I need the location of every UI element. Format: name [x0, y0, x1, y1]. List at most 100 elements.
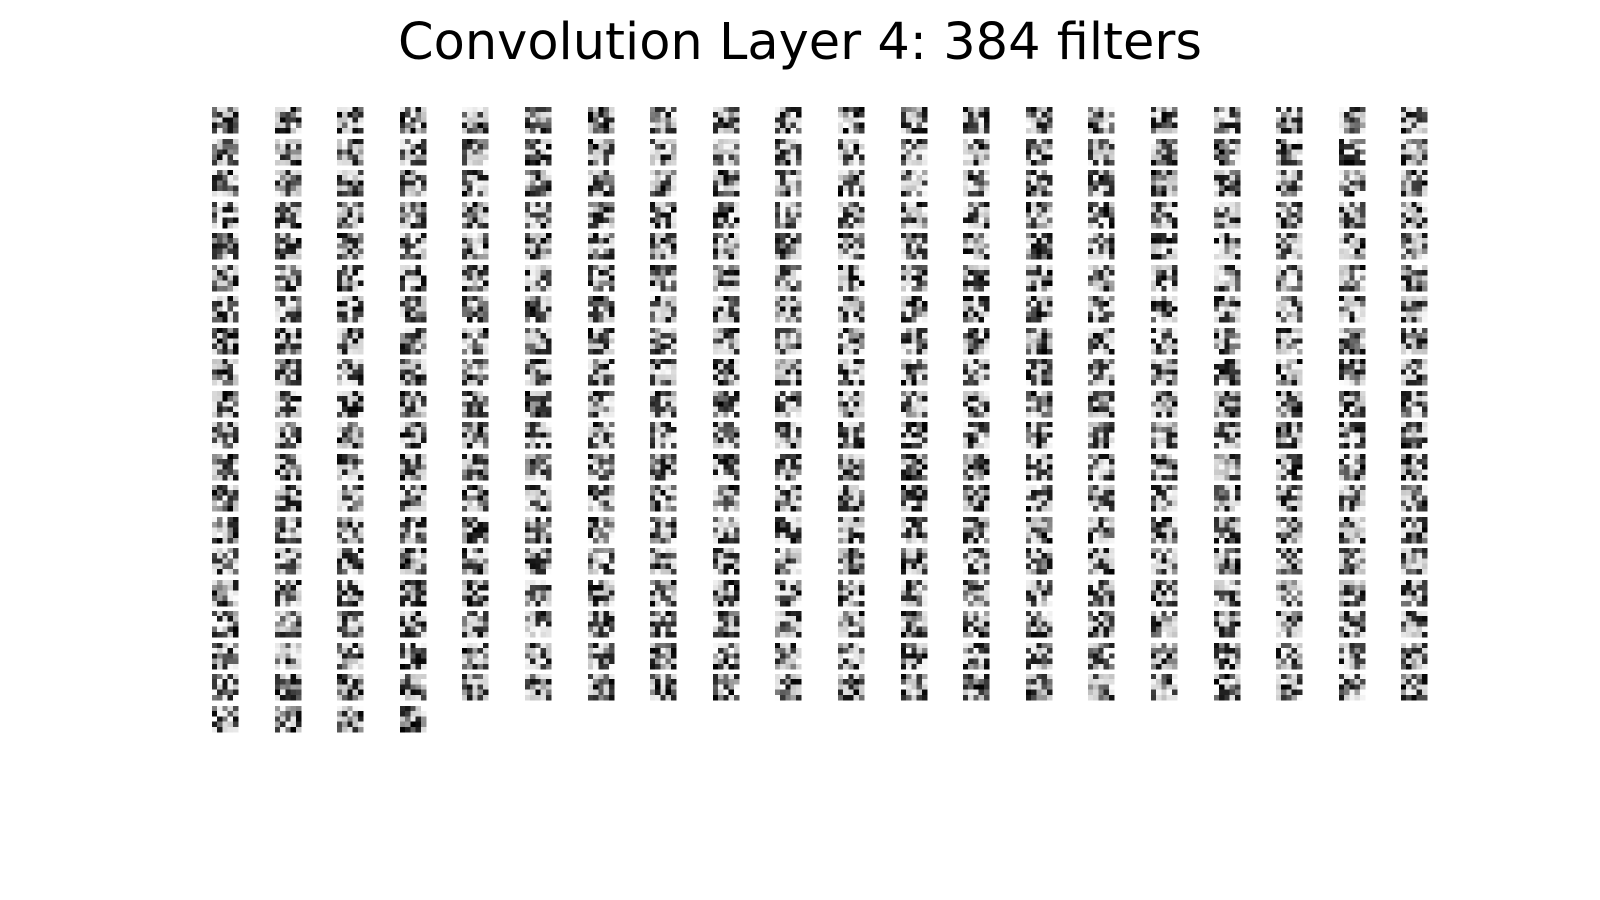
filter-weight-cell [1026, 217, 1032, 224]
filter-weight-cell [1411, 159, 1417, 166]
filter-weight-cell [670, 369, 677, 375]
filter-weight-cell [1224, 154, 1230, 161]
filter-weight-cell [1416, 328, 1423, 334]
filter-weight-cell [1406, 280, 1412, 287]
filter-weight-cell [1098, 333, 1104, 339]
filter-weight-cell [342, 238, 348, 244]
filter-weight-cell [1036, 159, 1042, 166]
filter-weight-cell [853, 222, 860, 229]
filter-weight-cell [1026, 190, 1032, 197]
filter-weight-cell [603, 144, 610, 150]
filter-weight-cell [911, 338, 917, 344]
filter-tile [901, 107, 928, 134]
filter-weight-cell [1359, 348, 1366, 355]
filter-weight-cell [1276, 107, 1282, 113]
filter-weight-cell [853, 175, 860, 181]
filter-weight-cell [1339, 127, 1345, 134]
filter-weight-cell [713, 275, 719, 281]
filter-weight-cell [723, 248, 729, 255]
filter-weight-cell [472, 280, 478, 287]
filter-weight-cell [848, 233, 854, 239]
filter-weight-cell [853, 396, 860, 402]
filter-weight-cell [535, 275, 541, 281]
filter-weight-cell [1219, 217, 1225, 224]
filter-weight-cell [665, 285, 672, 292]
filter-weight-cell [598, 207, 604, 213]
filter-weight-cell [285, 374, 291, 381]
filter-weight-cell [921, 127, 928, 134]
filter-weight-cell [415, 348, 422, 355]
filter-weight-cell [295, 159, 302, 166]
filter-weight-cell [410, 328, 416, 334]
filter-weight-cell [1036, 328, 1042, 334]
filter-weight-cell [212, 144, 218, 150]
filter-weight-cell [1349, 154, 1355, 161]
filter-weight-cell [1416, 180, 1423, 186]
filter-weight-cell [1214, 159, 1220, 166]
filter-weight-cell [588, 207, 594, 213]
filter-weight-cell [232, 301, 239, 307]
filter-weight-cell [728, 149, 735, 155]
filter-weight-cell [1286, 144, 1292, 150]
filter-weight-cell [1108, 190, 1115, 197]
filter-weight-cell [1344, 175, 1350, 181]
filter-weight-cell [650, 374, 656, 381]
filter-weight-cell [848, 301, 854, 307]
filter-weight-cell [1354, 122, 1361, 129]
filter-weight-cell [232, 243, 239, 249]
filter-weight-cell [723, 275, 729, 281]
filter-weight-cell [983, 170, 990, 176]
filter-weight-cell [785, 202, 791, 208]
filter-weight-cell [978, 301, 985, 307]
filter-weight-cell [660, 316, 666, 323]
filter-tile [337, 359, 364, 386]
filter-weight-cell [603, 328, 610, 334]
filter-weight-cell [843, 248, 849, 255]
filter-weight-cell [1026, 285, 1032, 292]
filter-weight-cell [352, 379, 359, 386]
filter-weight-cell [655, 154, 661, 161]
filter-weight-cell [858, 127, 865, 134]
filter-weight-cell [906, 359, 912, 365]
filter-weight-cell [227, 202, 234, 208]
filter-weight-cell [608, 359, 615, 365]
filter-weight-cell [1354, 207, 1361, 213]
filter-weight-cell [858, 248, 865, 255]
filter-weight-cell [472, 175, 478, 181]
filter-weight-cell [921, 396, 928, 402]
filter-weight-cell [1234, 306, 1241, 312]
filter-weight-cell [670, 243, 677, 249]
filter-weight-cell [1093, 348, 1099, 355]
filter-weight-cell [1046, 343, 1053, 350]
filter-weight-cell [780, 117, 786, 123]
filter-weight-cell [217, 238, 223, 244]
filter-weight-cell [285, 107, 291, 113]
filter-weight-cell [295, 122, 302, 129]
filter-weight-cell [1088, 238, 1094, 244]
filter-weight-cell [858, 107, 865, 113]
filter-weight-cell [906, 149, 912, 155]
filter-weight-cell [858, 243, 865, 249]
filter-weight-cell [212, 328, 218, 334]
filter-weight-cell [968, 280, 974, 287]
filter-weight-cell [477, 301, 484, 307]
filter-weight-cell [665, 391, 672, 397]
filter-weight-cell [1349, 338, 1355, 344]
filter-weight-cell [853, 338, 860, 344]
filter-weight-cell [472, 222, 478, 229]
filter-weight-cell [906, 154, 912, 161]
filter-weight-cell [217, 275, 223, 281]
filter-weight-cell [1281, 144, 1287, 150]
filter-weight-cell [1416, 280, 1423, 287]
filter-weight-cell [665, 243, 672, 249]
filter-weight-cell [795, 343, 802, 350]
filter-weight-cell [1339, 243, 1345, 249]
filter-weight-cell [535, 180, 541, 186]
filter-weight-cell [790, 401, 797, 407]
filter-weight-cell [1281, 301, 1287, 307]
filter-weight-cell [530, 212, 536, 218]
filter-weight-cell [713, 306, 719, 312]
filter-weight-cell [1296, 212, 1303, 218]
filter-weight-cell [212, 202, 218, 208]
filter-weight-cell [1291, 253, 1298, 260]
